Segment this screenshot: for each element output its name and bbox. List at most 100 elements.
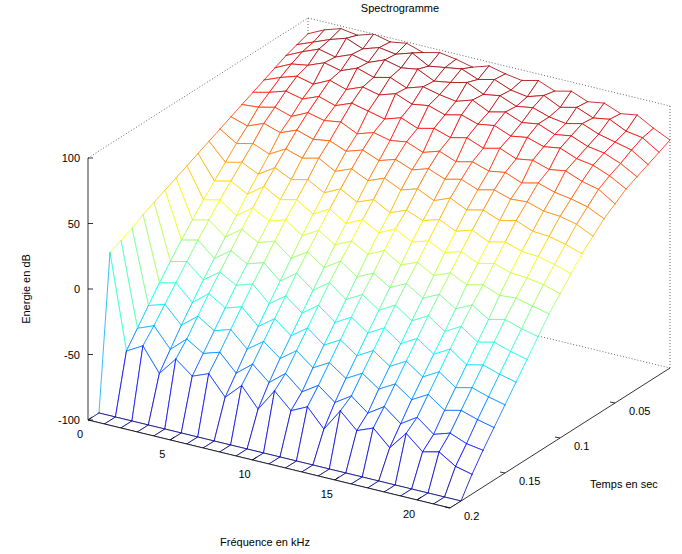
mesh-edge: [621, 150, 632, 164]
mesh-edge: [319, 141, 330, 158]
mesh-edge: [209, 129, 220, 141]
mesh-edge: [500, 90, 511, 96]
mesh-edge: [247, 107, 258, 126]
mesh-edge: [489, 171, 505, 172]
mesh-edge: [335, 151, 346, 171]
mesh-edge: [527, 138, 543, 147]
mesh-edge: [362, 351, 373, 374]
mesh-edge: [571, 124, 582, 136]
mesh-edge: [439, 294, 455, 308]
mesh-edge: [406, 210, 422, 221]
mesh-edge: [456, 83, 467, 102]
mesh-edge: [538, 170, 549, 184]
mesh-edge: [544, 91, 555, 95]
mesh-edge: [560, 216, 576, 224]
mesh-edge: [341, 29, 357, 36]
mesh-edge: [478, 112, 489, 124]
mesh-edge: [330, 261, 341, 282]
mesh-edge: [373, 250, 384, 273]
mesh-edge: [275, 91, 286, 107]
mesh-edge: [346, 150, 362, 151]
mesh-edge: [412, 241, 428, 242]
mesh-edge: [115, 417, 131, 421]
mesh-edge: [472, 148, 483, 162]
mesh-edge: [401, 68, 417, 69]
mesh-edge: [461, 305, 472, 326]
mesh-edge: [176, 166, 187, 178]
mesh-edge: [341, 261, 357, 277]
mesh-edge: [143, 215, 159, 283]
mesh-edge: [286, 200, 297, 220]
mesh-edge: [588, 207, 604, 219]
mesh-edge: [385, 94, 396, 119]
mesh-edge: [390, 42, 406, 43]
mesh-edge: [346, 356, 357, 379]
mesh-edge: [429, 106, 445, 115]
mesh-edge: [198, 437, 214, 441]
mesh-edge: [291, 179, 307, 180]
mesh-edge: [505, 172, 521, 183]
mesh-edge: [280, 180, 291, 200]
mesh-edge: [286, 76, 297, 91]
mesh-edge: [385, 178, 401, 190]
mesh-edge: [434, 115, 445, 129]
mesh-edge: [434, 81, 450, 82]
mesh-edge: [258, 107, 274, 108]
mesh-edge: [330, 189, 341, 209]
mesh-edge: [192, 219, 208, 220]
mesh-edge: [198, 316, 214, 330]
mesh-edge: [192, 219, 208, 220]
mesh-edge: [280, 199, 296, 200]
mesh-edge: [341, 189, 357, 202]
mesh-edge: [247, 123, 263, 126]
mesh-edge: [330, 71, 341, 81]
mesh-edge: [297, 65, 308, 76]
mesh-edge: [489, 66, 505, 74]
mesh-edge: [406, 262, 417, 283]
mesh-edge: [225, 307, 241, 308]
mesh-edge: [429, 66, 445, 67]
mesh-edge: [472, 230, 488, 242]
mesh-edge: [214, 181, 230, 182]
mesh-edge: [599, 134, 615, 142]
mesh-edge: [319, 40, 330, 50]
mesh-edge: [593, 219, 604, 236]
mesh-edge: [165, 429, 181, 433]
mesh-edge: [511, 90, 527, 97]
mesh-edge: [264, 168, 275, 187]
mesh-edge: [148, 304, 164, 305]
mesh-edge: [351, 295, 362, 318]
mesh-edge: [571, 181, 582, 198]
mesh-edge: [396, 159, 412, 170]
mesh-edge: [307, 385, 318, 406]
mesh-edge: [352, 55, 368, 63]
mesh-edge: [225, 285, 236, 308]
mesh-edge: [407, 43, 423, 52]
mesh-edge: [445, 252, 461, 253]
mesh-edge: [313, 139, 329, 140]
mesh-edge: [220, 445, 231, 452]
mesh-edge: [351, 317, 367, 333]
mesh-edge: [549, 107, 560, 117]
mesh-edge: [143, 346, 159, 374]
mesh-edge: [467, 190, 478, 210]
mesh-edge: [319, 80, 330, 96]
mesh-edge: [264, 187, 280, 200]
mesh-edge: [231, 105, 242, 117]
mesh-edge: [522, 183, 538, 184]
mesh-edge: [549, 117, 565, 124]
mesh-edge: [533, 108, 549, 117]
mesh-edge: [423, 81, 434, 87]
mesh-edge: [483, 94, 499, 95]
mesh-edge: [297, 273, 313, 290]
mesh-edge: [434, 273, 450, 276]
mesh-edge: [390, 141, 406, 142]
mesh-edge: [527, 183, 538, 202]
mesh-edge: [220, 181, 231, 200]
mesh-edge: [170, 261, 186, 262]
mesh-edge: [242, 364, 253, 385]
mesh-edge: [461, 162, 472, 179]
mesh-edge: [445, 59, 456, 67]
mesh-edge: [236, 143, 252, 144]
mesh-edge: [203, 352, 219, 353]
